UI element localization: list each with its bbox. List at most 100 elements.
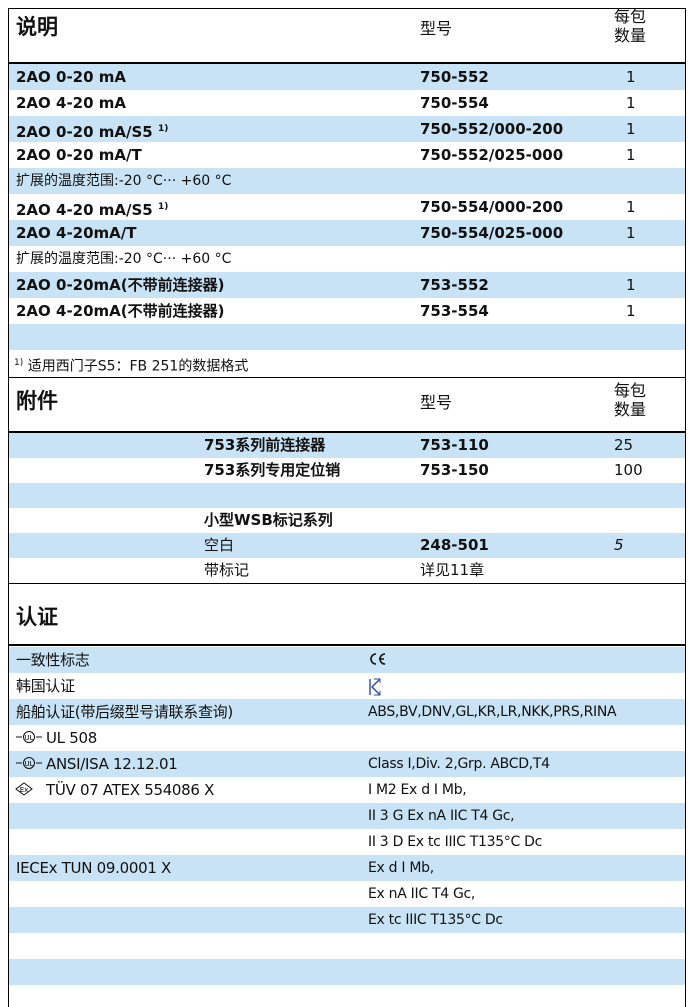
model-number: 750-554/025-000 (420, 224, 564, 242)
accessory-name: 空白 (204, 536, 235, 554)
row-band (9, 508, 685, 533)
description-text: 2AO 4-20mA(不带前连接器) (16, 302, 225, 320)
column-header: 型号 (420, 393, 453, 412)
ex-icon: Ex (14, 782, 34, 796)
description-text: 扩展的温度范围:-20 °C··· +60 °C (16, 251, 232, 267)
header-rule (9, 431, 685, 433)
quantity: 1 (626, 302, 636, 320)
frame (8, 8, 686, 1007)
row-band (9, 855, 685, 881)
row-band (9, 533, 685, 558)
description-text: 2AO 0-20mA(不带前连接器) (16, 276, 225, 294)
row-band (9, 298, 685, 324)
footnote: 1) 适用西门子S5：FB 251的数据格式 (14, 350, 248, 380)
row-band (9, 246, 685, 272)
description: 2AO 4-20mA/T (16, 220, 137, 246)
svg-text:UL: UL (24, 760, 33, 768)
footnote-mark: 1) (157, 202, 169, 212)
approval-label: TÜV 07 ATEX 554086 X (46, 781, 215, 799)
quantity: 1 (626, 198, 636, 216)
model-number: 750-554/000-200 (420, 198, 564, 216)
accessory-name: 753系列专用定位销 (204, 461, 341, 479)
approval-label: UL 508 (46, 729, 97, 747)
description: 2AO 0-20 mA/T (16, 142, 142, 168)
row-band (9, 483, 685, 508)
approval-value: Ex nA IIC T4 Gc, (368, 886, 476, 902)
description: 2AO 0-20 mA (16, 64, 126, 90)
footnote-text: 适用西门子S5：FB 251的数据格式 (23, 358, 249, 375)
column-header: 型号 (420, 19, 453, 38)
approval-label: 一致性标志 (16, 651, 90, 669)
row-band (9, 64, 685, 90)
quantity: 100 (614, 461, 643, 479)
quantity: 1 (626, 94, 636, 112)
model-number: 750-554 (420, 94, 489, 112)
approval-value: Class I,Div. 2,Grp. ABCD,T4 (368, 756, 550, 772)
header-rule (9, 644, 685, 646)
ul-icon: UL (14, 730, 44, 744)
column-header: 数量 (614, 26, 647, 45)
approval-label: ANSI/ISA 12.12.01 (46, 755, 178, 773)
row-band (9, 458, 685, 483)
description: 2AO 4-20 mA/S5 1) (16, 194, 168, 223)
description-text: 2AO 0-20 mA/T (16, 146, 142, 164)
row-band (9, 647, 685, 673)
row-band (9, 699, 685, 725)
ce-icon (368, 652, 388, 666)
description: 2AO 4-20mA(不带前连接器) (16, 298, 225, 324)
section-title: 认证 (16, 605, 58, 629)
approval-value: II 3 G Ex nA IIC T4 Gc, (368, 808, 515, 824)
description-text: 2AO 4-20 mA (16, 94, 127, 112)
quantity: 1 (626, 276, 636, 294)
quantity: 1 (626, 68, 636, 86)
section-rule (9, 583, 685, 584)
approval-label: 船舶认证(带后缀型号请联系查询) (16, 703, 233, 721)
svg-text:UL: UL (24, 734, 33, 742)
row-band (9, 558, 685, 583)
svg-text:Ex: Ex (20, 786, 29, 794)
quantity: 25 (614, 436, 634, 454)
row-band (9, 142, 685, 168)
model-number: 753-554 (420, 302, 489, 320)
row-band (9, 725, 685, 751)
footnote-mark: 1) (157, 124, 169, 134)
section-rule (9, 377, 685, 378)
description: 2AO 4-20 mA (16, 90, 126, 116)
ul-icon: UL (14, 756, 44, 770)
row-band (9, 433, 685, 458)
row-band (9, 959, 685, 985)
column-header: 每包 (614, 7, 647, 26)
quantity: 5 (614, 536, 624, 554)
description: 2AO 0-20mA(不带前连接器) (16, 272, 225, 298)
accessory-name: 753系列前连接器 (204, 436, 326, 454)
model-number: 753-110 (420, 436, 489, 454)
row-band (9, 194, 685, 220)
row-band (9, 751, 685, 777)
header-rule (9, 62, 685, 64)
section-title: 说明 (16, 15, 58, 39)
row-band (9, 324, 685, 350)
approval-value: II 3 D Ex tc IIIC T135°C Dc (368, 834, 543, 850)
row-band (9, 907, 685, 933)
row-band (9, 673, 685, 699)
quantity: 1 (626, 224, 636, 242)
approval-value: Ex tc IIIC T135°C Dc (368, 912, 503, 928)
description-text: 2AO 0-20 mA (16, 68, 127, 86)
description-text: 2AO 4-20mA/T (16, 224, 137, 242)
model-number: 750-552 (420, 68, 489, 86)
approval-label: 韩国认证 (16, 677, 75, 695)
row-band (9, 829, 685, 855)
model-number: 248-501 (420, 536, 489, 554)
row-band (9, 220, 685, 246)
approval-value: I M2 Ex d I Mb, (368, 782, 467, 798)
model-number: 详见11章 (420, 561, 485, 579)
group-title: 小型WSB标记系列 (204, 511, 333, 529)
description-text: 2AO 4-20 mA/S5 (16, 201, 153, 219)
column-header: 数量 (614, 400, 647, 419)
model-number: 750-552/000-200 (420, 120, 564, 138)
description-text: 扩展的温度范围:-20 °C··· +60 °C (16, 173, 232, 189)
row-band (9, 90, 685, 116)
row-band (9, 168, 685, 194)
description: 扩展的温度范围:-20 °C··· +60 °C (16, 246, 231, 272)
